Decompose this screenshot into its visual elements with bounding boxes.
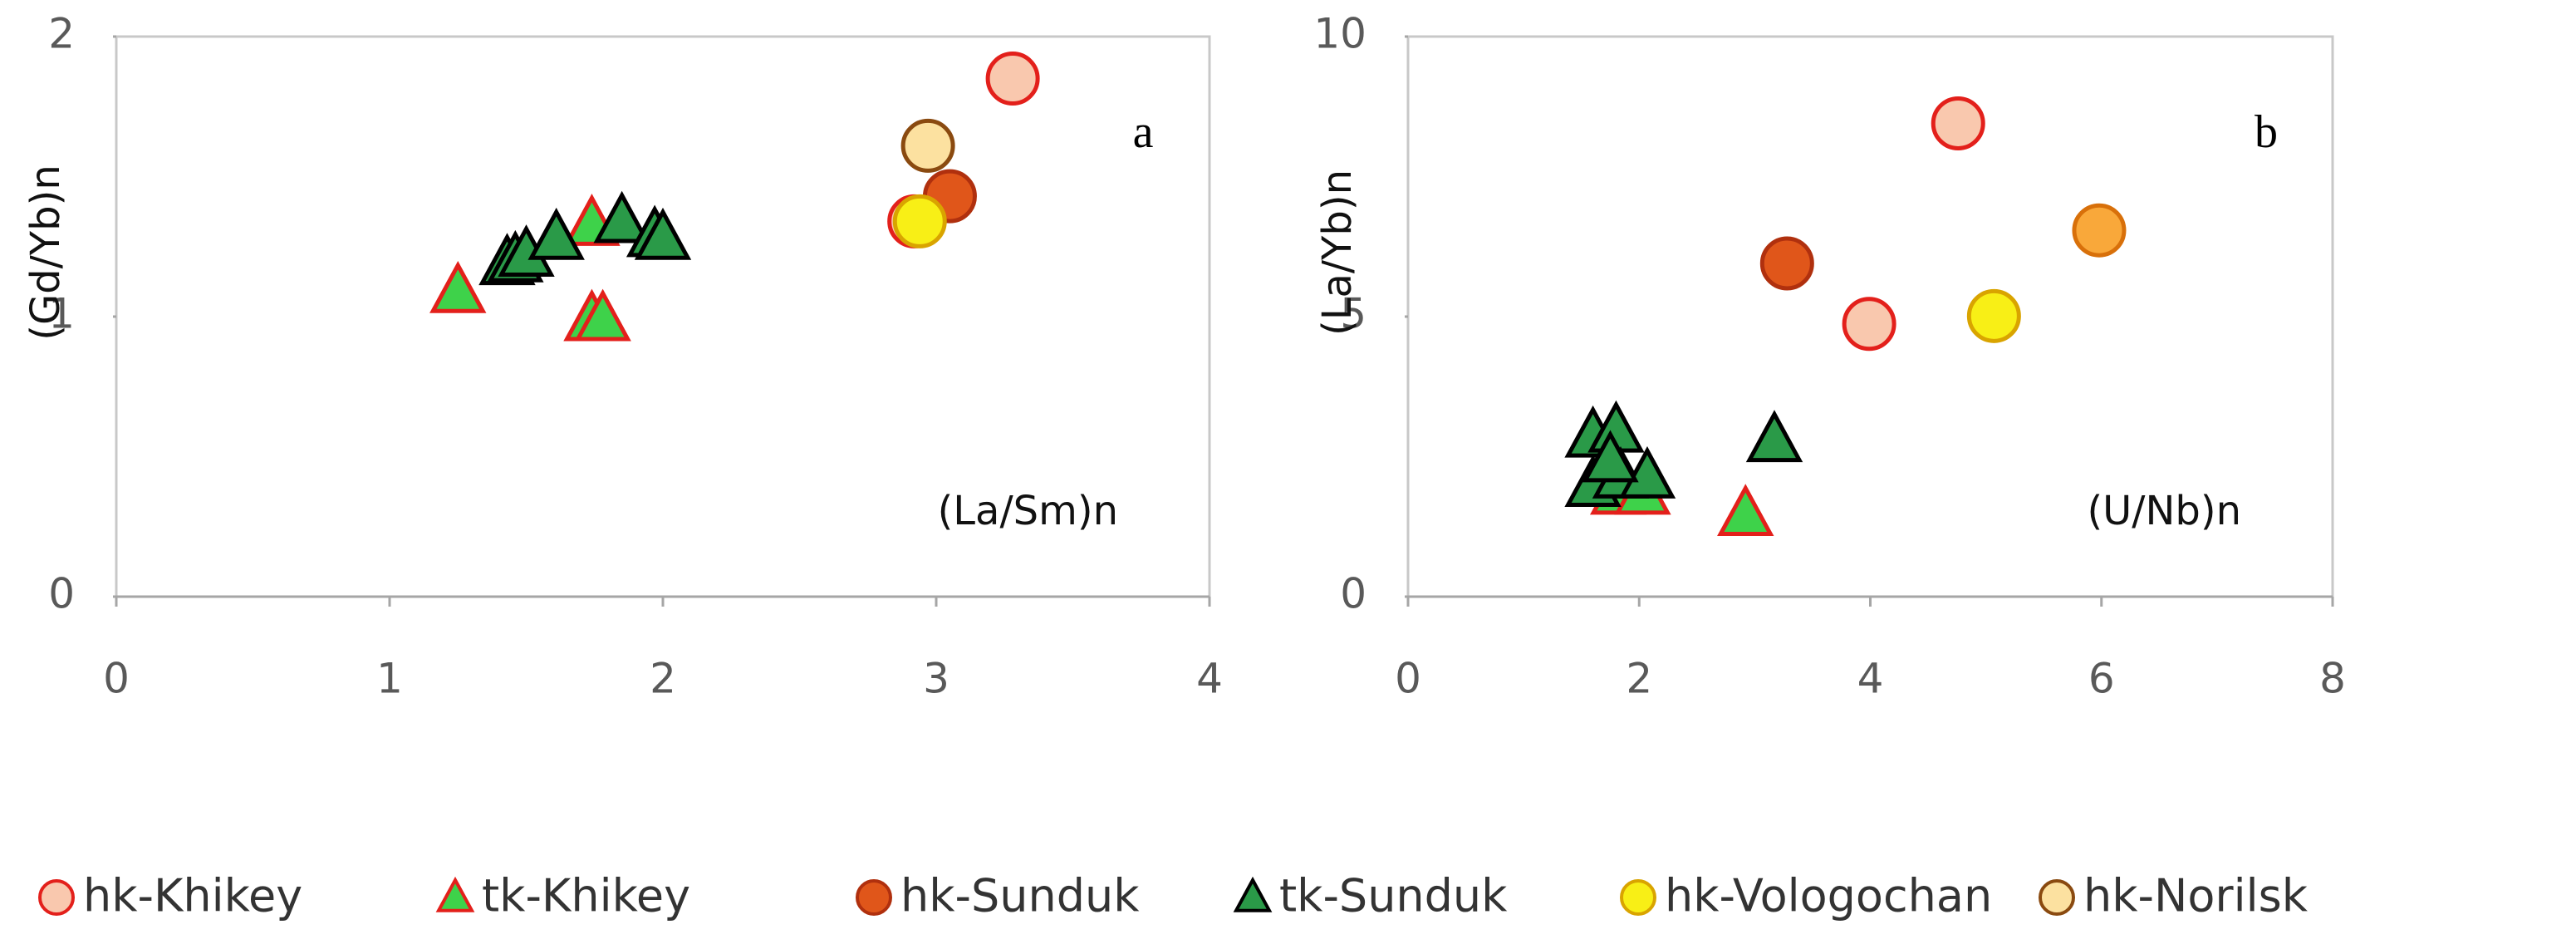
data-point bbox=[1717, 484, 1774, 537]
panel-label: b bbox=[2255, 106, 2278, 158]
x-tick-label: 0 bbox=[1395, 655, 1421, 703]
data-point bbox=[1966, 288, 2021, 343]
legend-marker bbox=[856, 879, 892, 916]
legend-marker bbox=[1233, 876, 1273, 912]
data-point bbox=[1618, 446, 1676, 499]
legend-label: tk-Sunduk bbox=[1279, 870, 1508, 922]
x-tick-label: 1 bbox=[376, 655, 403, 703]
y-tick-label: 1 bbox=[48, 290, 75, 338]
data-point bbox=[527, 207, 585, 260]
data-point bbox=[2072, 203, 2127, 258]
panel-label: a bbox=[1133, 106, 1154, 158]
legend-marker bbox=[435, 876, 475, 912]
data-point bbox=[1582, 430, 1639, 483]
data-point bbox=[1745, 410, 1803, 463]
legend-marker bbox=[38, 879, 75, 916]
x-tick-label: 3 bbox=[923, 655, 949, 703]
x-axis-label: (U/Nb)n bbox=[2087, 488, 2241, 534]
y-tick-label: 10 bbox=[1313, 10, 1367, 58]
y-axis-label: (La/Yb)n bbox=[1314, 170, 1361, 336]
data-point bbox=[1842, 297, 1896, 352]
y-axis-label: (Gd/Yb)n bbox=[22, 165, 69, 341]
data-point bbox=[574, 288, 631, 342]
legend-label: tk-Khikey bbox=[482, 870, 690, 922]
data-point bbox=[892, 194, 947, 248]
data-point bbox=[1759, 236, 1814, 291]
data-point bbox=[900, 118, 955, 173]
y-tick-label: 2 bbox=[48, 10, 75, 58]
data-point bbox=[429, 260, 487, 313]
data-point bbox=[593, 190, 650, 243]
legend-marker bbox=[2039, 879, 2075, 916]
data-point bbox=[985, 52, 1040, 106]
y-tick-label: 5 bbox=[1340, 290, 1367, 338]
legend-label: hk-Norilsk bbox=[2083, 870, 2309, 922]
data-point bbox=[634, 207, 692, 260]
x-tick-label: 4 bbox=[1857, 655, 1884, 703]
legend-label: hk-Khikey bbox=[83, 870, 302, 922]
x-tick-label: 6 bbox=[2088, 655, 2115, 703]
x-tick-label: 2 bbox=[1626, 655, 1652, 703]
legend-label: hk-Vologochan bbox=[1665, 870, 1992, 922]
data-point bbox=[1931, 96, 1985, 150]
x-tick-label: 8 bbox=[2319, 655, 2346, 703]
y-tick-label: 0 bbox=[1340, 570, 1367, 618]
y-tick-label: 0 bbox=[48, 570, 75, 618]
x-tick-label: 4 bbox=[1196, 655, 1223, 703]
x-tick-label: 2 bbox=[650, 655, 676, 703]
x-axis-label: (La/Sm)n bbox=[938, 488, 1118, 534]
legend-marker bbox=[1620, 879, 1656, 916]
legend-label: hk-Sunduk bbox=[900, 870, 1140, 922]
x-tick-label: 0 bbox=[103, 655, 130, 703]
